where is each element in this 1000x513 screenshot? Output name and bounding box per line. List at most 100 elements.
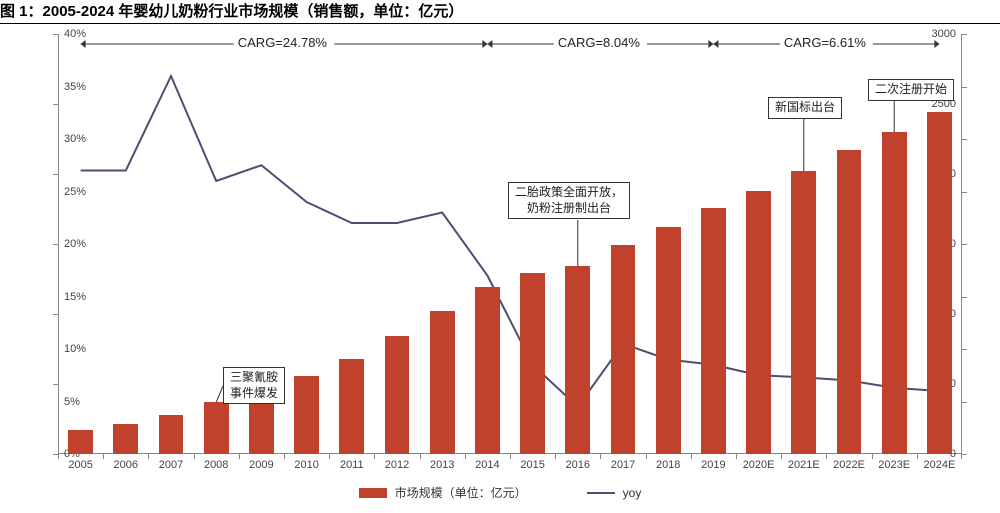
- bar: [68, 430, 93, 454]
- legend-label-bars: 市场规模（单位：亿元）: [395, 484, 527, 501]
- x-tick: [329, 454, 330, 459]
- legend-swatch-line: [587, 492, 615, 494]
- x-tick-label: 2016: [566, 459, 590, 471]
- bar: [611, 245, 636, 454]
- y-right-tick: [962, 87, 967, 88]
- chart-area: 2005200620072008200920102011201220132014…: [58, 34, 962, 454]
- x-tick-label: 2018: [656, 459, 680, 471]
- x-tick-label: 2007: [159, 459, 183, 471]
- bar: [339, 359, 364, 454]
- period-label: CARG=6.61%: [784, 35, 866, 50]
- y-right-tick: [962, 349, 967, 350]
- x-tick-label: 2011: [340, 459, 364, 471]
- legend: 市场规模（单位：亿元） yoy: [0, 484, 1000, 501]
- x-tick-label: 2009: [249, 459, 273, 471]
- annotation-connector: [216, 386, 223, 402]
- x-tick: [555, 454, 556, 459]
- bar: [294, 376, 319, 454]
- x-tick: [239, 454, 240, 459]
- y-left-tick: [53, 384, 58, 385]
- bar: [837, 150, 862, 454]
- bar: [701, 208, 726, 454]
- y-right-tick-label: 40%: [64, 28, 86, 40]
- x-tick: [646, 454, 647, 459]
- legend-label-line: yoy: [623, 486, 642, 500]
- bar: [475, 287, 500, 454]
- x-tick: [736, 454, 737, 459]
- x-tick-label: 2005: [68, 459, 92, 471]
- bar: [927, 112, 952, 454]
- x-tick: [148, 454, 149, 459]
- x-tick: [961, 454, 962, 459]
- legend-swatch-bar: [359, 488, 387, 498]
- x-tick: [600, 454, 601, 459]
- y-right-tick-label: 30%: [64, 133, 86, 145]
- y-left-tick: [53, 314, 58, 315]
- y-left-tick: [53, 244, 58, 245]
- x-tick-label: 2024E: [923, 459, 955, 471]
- annotation: 新国标出台: [768, 97, 842, 119]
- annotation: 二次注册开始: [868, 79, 954, 101]
- y-right-tick: [962, 454, 967, 455]
- bar: [746, 191, 771, 454]
- x-tick: [872, 454, 873, 459]
- y-right-tick-label: 15%: [64, 291, 86, 303]
- x-tick-label: 2022E: [833, 459, 865, 471]
- annotation: 二胎政策全面开放，奶粉注册制出台: [508, 182, 630, 219]
- period-label: CARG=24.78%: [238, 35, 327, 50]
- bar: [159, 415, 184, 454]
- x-tick: [691, 454, 692, 459]
- x-tick-label: 2019: [701, 459, 725, 471]
- x-tick-label: 2006: [114, 459, 138, 471]
- x-tick-label: 2017: [611, 459, 635, 471]
- bar: [430, 311, 455, 454]
- y-right-tick: [962, 34, 967, 35]
- x-tick: [917, 454, 918, 459]
- x-tick-label: 2021E: [788, 459, 820, 471]
- y-right-tick: [962, 244, 967, 245]
- y-right-tick-label: 25%: [64, 186, 86, 198]
- x-tick: [826, 454, 827, 459]
- x-tick: [420, 454, 421, 459]
- y-left-tick: [53, 104, 58, 105]
- bar: [113, 424, 138, 454]
- bar: [204, 402, 229, 454]
- x-tick: [510, 454, 511, 459]
- bar: [656, 227, 681, 454]
- bar: [791, 171, 816, 454]
- annotation: 三聚氰胺事件爆发: [223, 367, 285, 404]
- y-right-tick: [962, 402, 967, 403]
- x-tick-label: 2010: [294, 459, 318, 471]
- x-tick: [103, 454, 104, 459]
- y-left-tick: [53, 174, 58, 175]
- y-right-tick-label: 35%: [64, 81, 86, 93]
- x-tick-label: 2015: [520, 459, 544, 471]
- x-tick-label: 2023E: [878, 459, 910, 471]
- y-right-tick: [962, 192, 967, 193]
- y-right-tick: [962, 139, 967, 140]
- bar: [565, 266, 590, 454]
- y-right-tick-label: 5%: [64, 396, 80, 408]
- bar: [520, 273, 545, 454]
- chart-title: 图 1：2005-2024 年婴幼儿奶粉行业市场规模（销售额，单位：亿元）: [0, 3, 463, 20]
- bar: [385, 336, 410, 454]
- x-tick: [781, 454, 782, 459]
- x-tick-label: 2008: [204, 459, 228, 471]
- x-tick-label: 2012: [385, 459, 409, 471]
- legend-item-bars: 市场规模（单位：亿元）: [359, 484, 527, 501]
- y-right-tick-label: 20%: [64, 238, 86, 250]
- x-tick: [58, 454, 59, 459]
- y-right-tick-label: 10%: [64, 343, 86, 355]
- x-tick: [194, 454, 195, 459]
- y-right-tick: [962, 297, 967, 298]
- legend-item-line: yoy: [587, 486, 642, 500]
- x-tick-label: 2013: [430, 459, 454, 471]
- x-tick: [374, 454, 375, 459]
- x-tick-label: 2020E: [743, 459, 775, 471]
- x-tick: [465, 454, 466, 459]
- chart-title-bar: 图 1：2005-2024 年婴幼儿奶粉行业市场规模（销售额，单位：亿元）: [0, 0, 1000, 24]
- period-label: CARG=8.04%: [558, 35, 640, 50]
- y-left-tick: [53, 34, 58, 35]
- x-tick-label: 2014: [475, 459, 499, 471]
- y-left-tick-label: 3000: [932, 28, 956, 40]
